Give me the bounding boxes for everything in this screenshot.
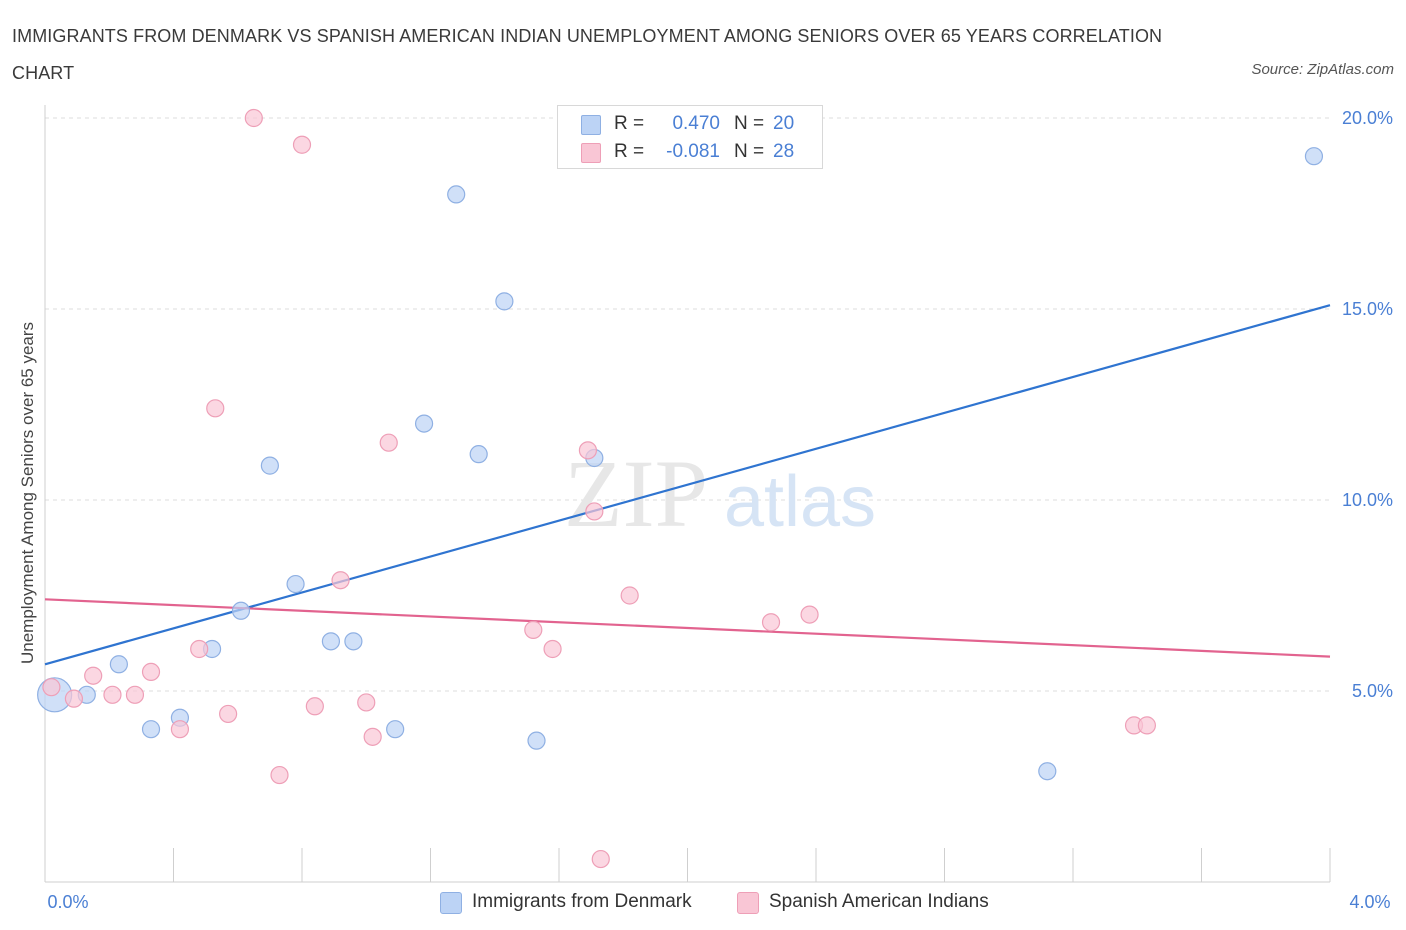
trend-lines — [44, 304, 1331, 666]
spanish-american-indian-point — [331, 571, 350, 590]
pink-swatch — [581, 143, 601, 163]
spanish-american-indian-point — [543, 639, 562, 659]
denmark-point — [286, 574, 305, 594]
spanish-american-indian-point — [170, 720, 190, 739]
n-value: 28 — [773, 141, 795, 162]
blue-swatch — [581, 115, 601, 135]
r-value: -0.081 — [666, 141, 720, 162]
spanish-american-indian-point — [292, 135, 312, 154]
n-value: 20 — [773, 113, 795, 134]
legend-label: Immigrants from Denmark — [472, 891, 692, 912]
spanish-american-indian-point — [206, 399, 225, 418]
denmark-point — [414, 414, 434, 433]
y-tick-label: 10.0% — [1342, 490, 1393, 510]
y-tick-label: 20.0% — [1342, 108, 1393, 128]
zipatlas-watermark: ZIP atlas — [564, 440, 876, 547]
chart-title: IMMIGRANTS FROM DENMARK VS SPANISH AMERI… — [12, 26, 1163, 83]
denmark-point — [231, 601, 251, 620]
legend-swatch-pink — [737, 892, 759, 914]
spanish-american-indian-point — [578, 441, 598, 460]
denmark-point — [1304, 147, 1324, 166]
spanish-american-indian-point — [524, 620, 543, 639]
denmark-trend-line — [44, 304, 1331, 666]
spanish-american-indian-point — [84, 666, 103, 685]
spanish-american-indian-point — [103, 685, 122, 704]
r-label: R = — [614, 141, 645, 162]
watermark-atlas: atlas — [724, 462, 876, 542]
r-value: 0.470 — [672, 113, 720, 134]
denmark-point — [260, 456, 279, 475]
spanish-american-indian-point — [357, 693, 376, 712]
denmark-point — [321, 632, 341, 651]
spanish-american-indian-point — [620, 586, 639, 605]
r-label: R = — [614, 113, 645, 134]
spanish-american-indian-point — [585, 502, 604, 521]
spanish-american-indian-point — [64, 689, 84, 708]
denmark-point — [495, 292, 514, 311]
denmark-point — [109, 655, 128, 674]
spanish-american-indian-point — [141, 662, 161, 682]
spanish-american-indian-point — [379, 433, 398, 452]
spanish-american-indian-point — [244, 108, 263, 128]
n-label: N = — [734, 113, 765, 134]
spanish-american-indian-point — [800, 605, 819, 624]
spanish-american-indian-point — [125, 685, 145, 704]
spanish-american-indian-point — [1137, 716, 1156, 735]
source-credit: Source: ZipAtlas.com — [1251, 61, 1394, 78]
denmark-point — [141, 720, 161, 739]
x-tick-label: 0.0% — [47, 892, 88, 912]
y-tick-label: 5.0% — [1352, 681, 1393, 701]
spanish-american-indian-point — [761, 613, 781, 632]
x-tick-label: 4.0% — [1349, 892, 1390, 912]
denmark-point — [527, 731, 546, 750]
denmark-point — [344, 632, 363, 651]
denmark-point — [386, 720, 405, 739]
spanish-american-indian-trend-line — [44, 598, 1331, 658]
denmark-point — [469, 445, 488, 464]
stats-box: R = 0.470 N = 20 R = -0.081 N = 28 — [557, 105, 823, 169]
legend-swatch-blue — [440, 892, 462, 914]
legend-label: Spanish American Indians — [769, 891, 989, 912]
n-label: N = — [734, 141, 765, 162]
denmark-point — [1038, 762, 1057, 781]
data-points — [37, 108, 1324, 869]
axes — [44, 105, 1331, 883]
tick-labels: 5.0% 10.0% 15.0% 20.0% 0.0% 4.0% — [47, 108, 1393, 912]
spanish-american-indian-point — [305, 697, 324, 716]
denmark-point — [447, 185, 466, 204]
spanish-american-indian-point — [219, 704, 238, 724]
spanish-american-indian-point — [190, 639, 209, 659]
spanish-american-indian-point — [270, 765, 289, 785]
spanish-american-indian-point — [591, 849, 610, 869]
spanish-american-indian-point — [42, 678, 61, 697]
y-tick-label: 15.0% — [1342, 299, 1393, 319]
spanish-american-indian-point — [363, 727, 382, 746]
